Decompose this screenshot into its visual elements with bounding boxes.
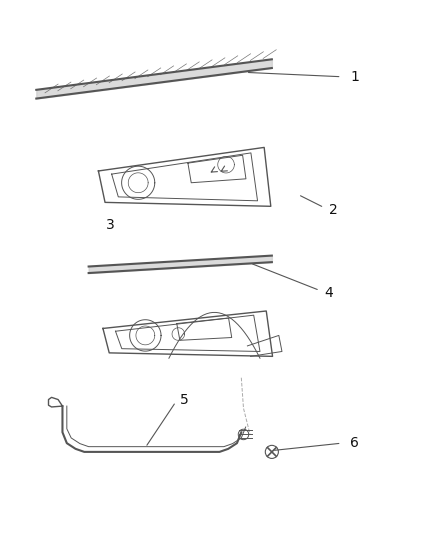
Text: 4: 4 xyxy=(323,286,332,300)
Text: 1: 1 xyxy=(350,70,358,84)
Text: 2: 2 xyxy=(328,203,336,217)
Text: 3: 3 xyxy=(106,218,115,232)
Text: 6: 6 xyxy=(350,436,358,450)
Text: 5: 5 xyxy=(180,393,189,407)
